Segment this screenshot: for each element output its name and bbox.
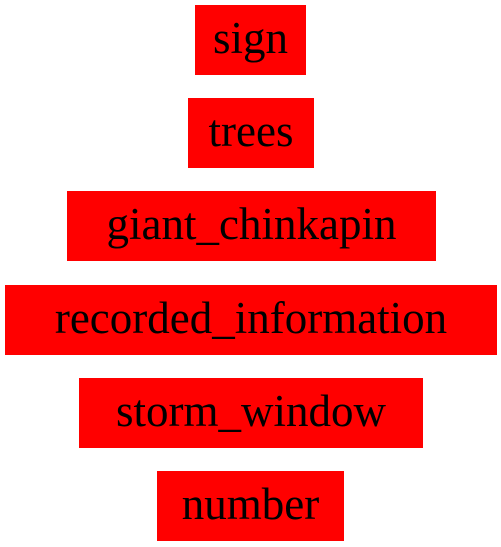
label-text: sign xyxy=(212,13,288,63)
label-text: recorded_information xyxy=(54,293,448,343)
label-box-number: number xyxy=(157,471,344,541)
label-box-recorded-information: recorded_information xyxy=(5,285,497,355)
label-box-trees: trees xyxy=(188,98,314,168)
label-text: giant_chinkapin xyxy=(106,199,397,249)
label-box-storm-window: storm_window xyxy=(79,378,423,448)
label-text: storm_window xyxy=(116,386,386,436)
label-box-giant-chinkapin: giant_chinkapin xyxy=(67,191,436,261)
label-box-sign: sign xyxy=(195,5,306,75)
label-text: trees xyxy=(208,106,294,156)
label-text: number xyxy=(181,479,320,529)
